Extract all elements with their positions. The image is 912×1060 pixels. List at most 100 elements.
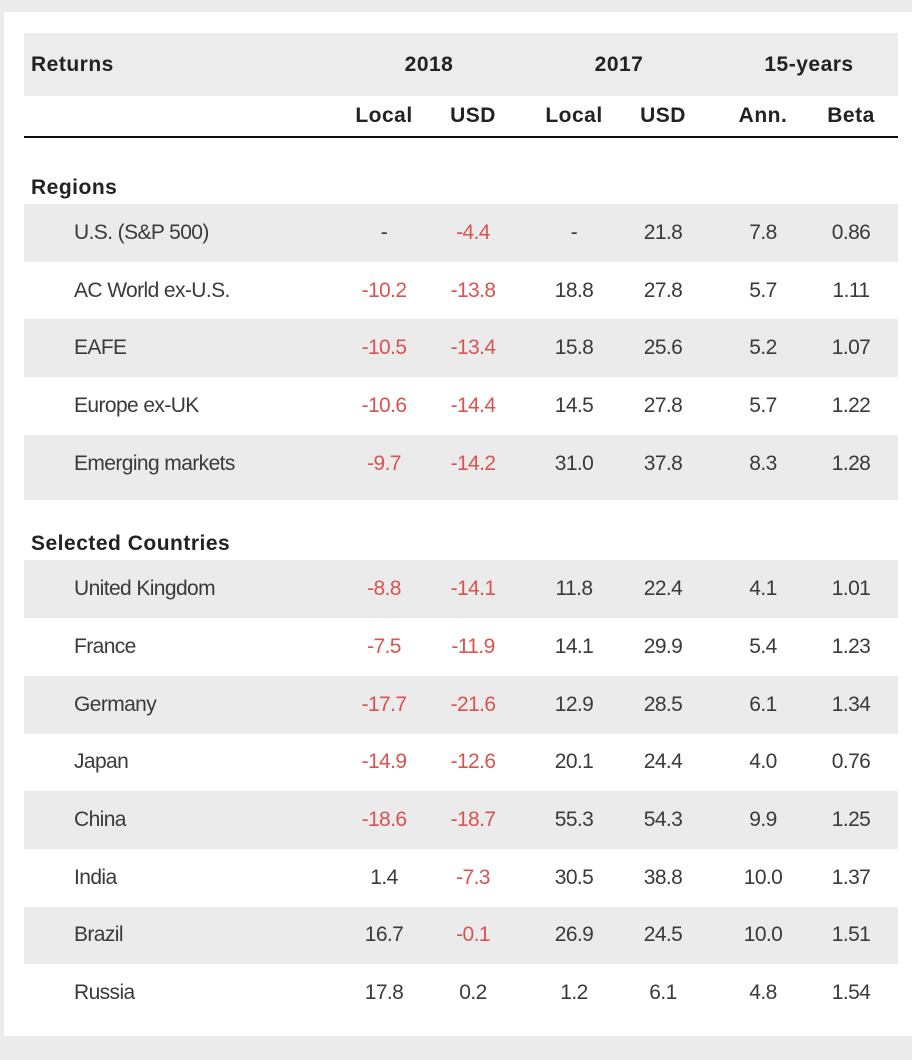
table-cell: 55.3 bbox=[554, 808, 594, 832]
countries-rows: United Kingdom -8.8 -14.1 11.8 22.4 4.1 1.01 Fr… bbox=[24, 560, 898, 1022]
table-cell: 26.9 bbox=[554, 923, 594, 947]
returns-card: Returns 2018 2017 15-years Local USD Loc… bbox=[4, 12, 912, 1036]
table-cell: 1.22 bbox=[831, 393, 871, 417]
table-cell: 31.0 bbox=[554, 451, 594, 475]
table-cell: 27.8 bbox=[643, 393, 683, 417]
year-2017-header: 2017 bbox=[594, 52, 644, 76]
table-cell: 10.0 bbox=[743, 923, 783, 947]
table-cell: -10.5 bbox=[361, 336, 407, 360]
table-cell: 1.01 bbox=[831, 577, 871, 601]
table-cell: -13.8 bbox=[450, 278, 496, 302]
table-cell: 8.3 bbox=[749, 451, 777, 475]
table-row: Japan -14.9 -12.6 20.1 24.4 4.0 0.76 bbox=[24, 734, 898, 792]
returns-table: Returns 2018 2017 15-years Local USD Loc… bbox=[24, 33, 898, 1022]
fifteen-years-header: 15-years bbox=[764, 52, 854, 76]
table-cell: 54.3 bbox=[643, 808, 683, 832]
header-row: Returns 2018 2017 15-years bbox=[24, 33, 898, 96]
table-cell: 16.7 bbox=[364, 923, 404, 947]
table-cell: 24.5 bbox=[643, 923, 683, 947]
table-cell: 17.8 bbox=[364, 981, 404, 1005]
row-label: Europe ex-UK bbox=[74, 393, 199, 417]
table-cell: 1.51 bbox=[831, 923, 871, 947]
section-title-regions: Regions bbox=[24, 173, 898, 204]
table-title: Returns bbox=[31, 52, 114, 76]
table-cell: -14.1 bbox=[450, 577, 496, 601]
row-label: Brazil bbox=[74, 923, 124, 947]
table-row: France -7.5 -11.9 14.1 29.9 5.4 1.23 bbox=[24, 618, 898, 676]
table-cell: 5.4 bbox=[749, 634, 777, 658]
table-cell: 30.5 bbox=[554, 865, 594, 889]
table-cell: 6.1 bbox=[649, 981, 677, 1005]
table-cell: 4.8 bbox=[749, 981, 777, 1005]
table-cell: - bbox=[570, 220, 578, 244]
subcolumn-header: Local bbox=[545, 104, 603, 127]
table-cell: 28.5 bbox=[643, 692, 683, 716]
subcolumn-header: USD bbox=[450, 104, 496, 127]
row-label: India bbox=[74, 865, 117, 889]
table-cell: 1.54 bbox=[831, 981, 871, 1005]
table-cell: 11.8 bbox=[555, 577, 594, 601]
table-cell: -8.8 bbox=[367, 577, 401, 601]
table-cell: -7.3 bbox=[456, 865, 490, 889]
table-cell: -11.9 bbox=[451, 634, 495, 658]
table-cell: 4.1 bbox=[749, 577, 777, 601]
table-cell: 6.1 bbox=[749, 692, 777, 716]
table-cell: 21.8 bbox=[643, 220, 683, 244]
table-cell: -9.7 bbox=[367, 451, 401, 475]
table-cell: 1.11 bbox=[832, 278, 871, 302]
table-cell: -7.5 bbox=[367, 634, 401, 658]
table-cell: 27.8 bbox=[643, 278, 683, 302]
regions-rows: U.S. (S&P 500) - -4.4 - 21.8 7.8 0.86 AC World … bbox=[24, 204, 898, 493]
table-row: Europe ex-UK -10.6 -14.4 14.5 27.8 5.7 1.22 bbox=[24, 377, 898, 435]
row-label: France bbox=[74, 634, 136, 658]
row-label: Russia bbox=[74, 981, 135, 1005]
table-cell: -17.7 bbox=[361, 692, 407, 716]
subcolumn-header: Ann. bbox=[738, 104, 788, 127]
table-row: AC World ex-U.S. -10.2 -13.8 18.8 27.8 5.7 1.1… bbox=[24, 262, 898, 320]
table-cell: 5.7 bbox=[749, 278, 777, 302]
section-title: Regions bbox=[31, 176, 118, 199]
section-title: Selected Countries bbox=[31, 532, 231, 556]
table-cell: -14.4 bbox=[450, 393, 496, 417]
table-cell: 5.2 bbox=[749, 336, 777, 360]
subcolumn-header: Beta bbox=[827, 104, 875, 127]
table-row: Emerging markets -9.7 -14.2 31.0 37.8 8.3 1.28 bbox=[24, 434, 898, 493]
table-row: EAFE -10.5 -13.4 15.8 25.6 5.2 1.07 bbox=[24, 319, 898, 378]
row-label: EAFE bbox=[74, 336, 127, 360]
table-cell: -0.1 bbox=[456, 923, 490, 947]
table-cell: 38.8 bbox=[643, 865, 683, 889]
row-label: U.S. (S&P 500) bbox=[74, 220, 209, 244]
row-label: China bbox=[74, 808, 126, 832]
table-cell: 22.4 bbox=[643, 577, 683, 601]
subcolumn-header: USD bbox=[640, 104, 686, 127]
row-label: AC World ex-U.S. bbox=[74, 278, 230, 302]
table-cell: -14.2 bbox=[450, 451, 496, 475]
table-cell: 1.37 bbox=[831, 865, 871, 889]
table-row: Brazil 16.7 -0.1 26.9 24.5 10.0 1.51 bbox=[24, 906, 898, 965]
table-cell: -12.6 bbox=[450, 750, 496, 774]
table-cell: 37.8 bbox=[643, 451, 683, 475]
row-label: Emerging markets bbox=[74, 451, 235, 475]
table-cell: 29.9 bbox=[643, 634, 683, 658]
table-cell: 25.6 bbox=[643, 336, 683, 360]
section-title-countries: Selected Countries bbox=[24, 529, 898, 560]
row-label: Japan bbox=[74, 750, 129, 774]
table-cell: 1.25 bbox=[831, 808, 871, 832]
row-label: United Kingdom bbox=[74, 577, 216, 601]
table-cell: 0.86 bbox=[831, 220, 871, 244]
table-cell: -10.6 bbox=[361, 393, 407, 417]
table-cell: 1.4 bbox=[370, 865, 398, 889]
table-cell: 1.34 bbox=[831, 692, 871, 716]
table-cell: 0.2 bbox=[459, 981, 487, 1005]
table-cell: 1.07 bbox=[831, 336, 871, 360]
table-cell: 1.2 bbox=[560, 981, 588, 1005]
table-cell: 14.5 bbox=[554, 393, 594, 417]
table-cell: -21.6 bbox=[450, 692, 496, 716]
table-cell: -18.6 bbox=[361, 808, 407, 832]
table-cell: 0.76 bbox=[831, 750, 871, 774]
table-row: Germany -17.7 -21.6 12.9 28.5 6.1 1.34 bbox=[24, 675, 898, 734]
table-cell: -18.7 bbox=[450, 808, 496, 832]
table-cell: 10.0 bbox=[743, 865, 783, 889]
table-cell: 5.7 bbox=[749, 393, 777, 417]
table-cell: -4.4 bbox=[456, 220, 490, 244]
